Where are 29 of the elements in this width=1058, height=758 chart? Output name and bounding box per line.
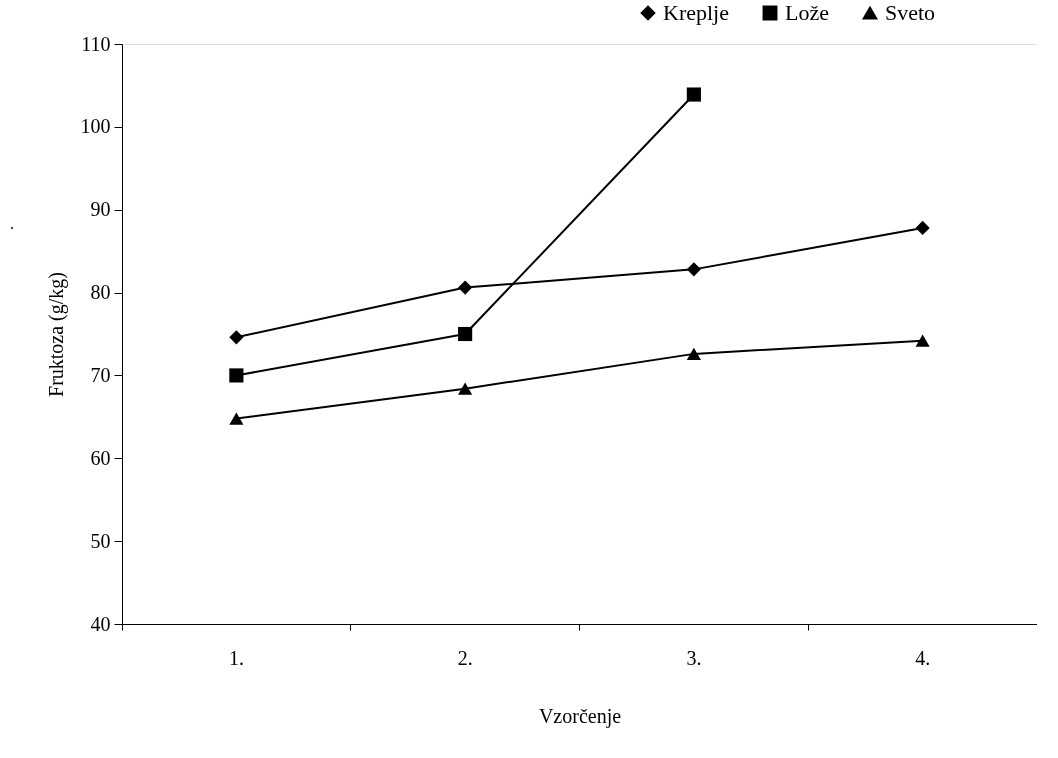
y-tick-label: 110	[81, 32, 111, 55]
y-tick-label: 100	[80, 115, 111, 138]
y-tick-label: 80	[90, 281, 111, 304]
legend-label: Lože	[785, 0, 829, 25]
y-tick-label: 90	[90, 198, 111, 221]
point	[915, 334, 930, 347]
legend-label: Kreplje	[663, 0, 729, 25]
x-tick-label: 2.	[457, 646, 473, 669]
x-axis-title: Vzorčenje	[538, 704, 622, 728]
point	[686, 347, 701, 361]
point	[686, 262, 701, 277]
point	[229, 330, 244, 345]
point	[458, 280, 473, 295]
y-tick-label: 60	[90, 446, 111, 469]
point	[229, 368, 244, 383]
point	[229, 412, 244, 425]
point	[915, 220, 930, 236]
y-tick-label: 70	[90, 363, 111, 386]
legend-label: Sveto	[885, 0, 936, 25]
text: .	[10, 215, 14, 232]
x-tick-label: 4.	[915, 646, 931, 669]
y-axis-title: Fruktoza (g/kg)	[44, 272, 68, 397]
y-tick-label: 40	[90, 612, 111, 635]
point	[458, 326, 473, 342]
y-tick-label: 50	[90, 529, 111, 552]
point	[686, 87, 701, 102]
point	[458, 382, 473, 395]
x-tick-label: 3.	[686, 646, 702, 669]
x-tick-label: 1.	[228, 646, 244, 669]
